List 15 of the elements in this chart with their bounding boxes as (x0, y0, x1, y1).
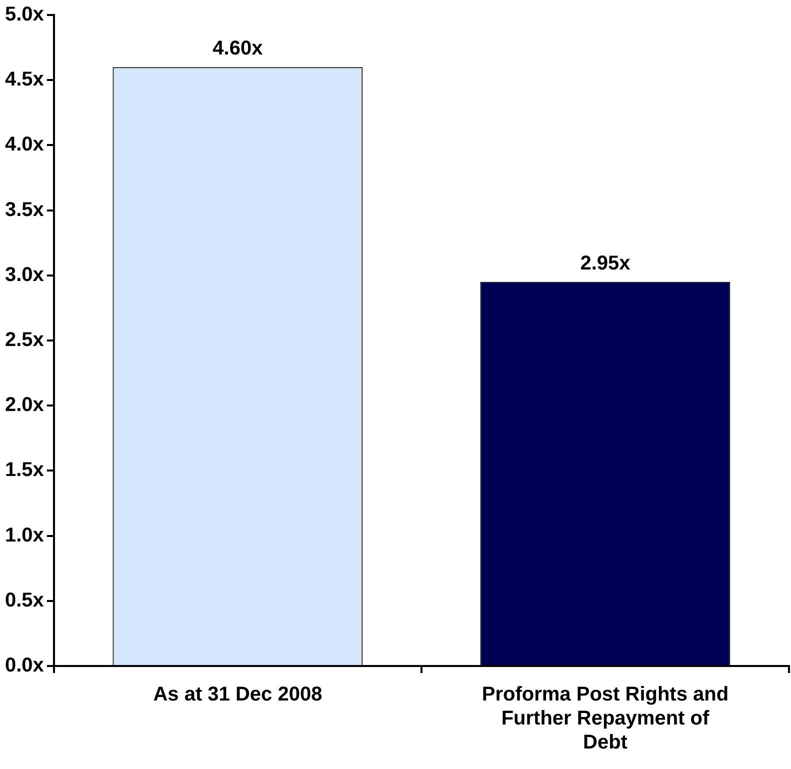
y-tick-label: 1.0x (4, 524, 44, 546)
y-tick-label: 4.5x (4, 68, 44, 91)
x-tick-label: Proforma Post Rights and Further Repayment of Debt (482, 684, 729, 754)
y-tick-label: 3.0x (4, 264, 44, 286)
y-tick-label: 5.0x (4, 4, 44, 26)
y-tick-label: 1.5x (4, 459, 44, 482)
y-tick-label: 3.5x (4, 198, 44, 221)
y-tick-label: 2.5x (4, 329, 44, 352)
y-tick-label: 2.0x (4, 394, 44, 416)
y-tick-label: 4.0x (4, 134, 44, 156)
x-tick-label: As at 31 Dec 2008 (153, 684, 322, 706)
data-label: 4.60x (212, 38, 263, 60)
y-tick-label: 0.5x (4, 589, 44, 612)
data-label: 2.95x (580, 252, 630, 274)
y-tick-label: 0.0x (4, 654, 44, 677)
